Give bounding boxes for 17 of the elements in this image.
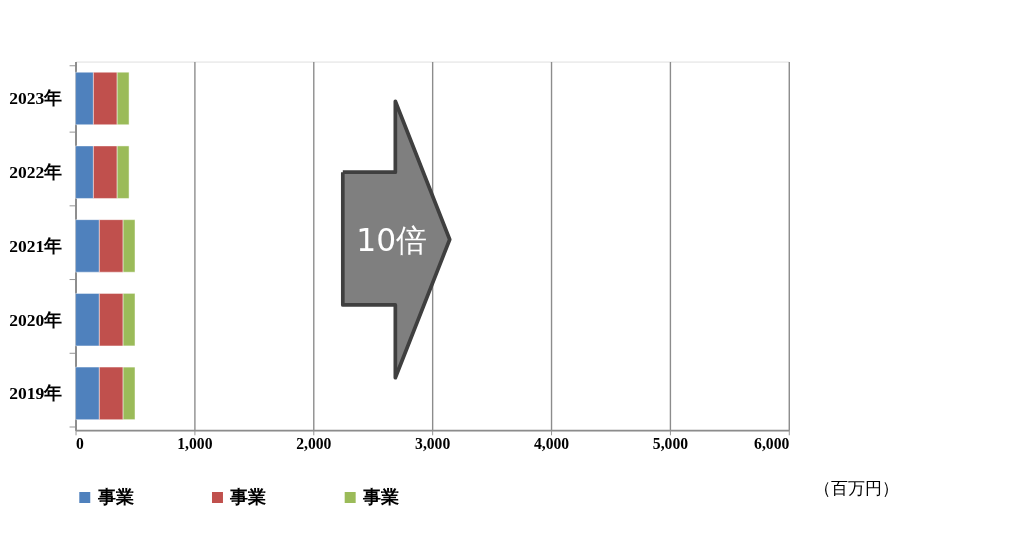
x-tick-label: 5,000: [652, 435, 689, 453]
y-tick-label: 2023年: [9, 88, 63, 109]
y-tick-label: 2020年: [9, 309, 63, 330]
annotation: 10倍: [356, 222, 428, 259]
y-tick-label: 2021年: [9, 235, 63, 256]
text: （百万円）: [814, 478, 900, 498]
x-tick-label: 1,000: [177, 435, 213, 453]
x-tick-label: 0: [76, 435, 85, 453]
legend-label: 事業: [229, 487, 267, 508]
x-tick-label: 6,000: [754, 435, 790, 453]
legend-label: 事業: [96, 487, 134, 508]
y-tick-label: 2019年: [9, 383, 63, 404]
x-tick-label: 4,000: [533, 435, 570, 453]
x-tick-label: 3,000: [415, 435, 451, 453]
x-tick-label: 2,000: [296, 435, 332, 453]
legend-label: 事業: [362, 487, 400, 508]
y-tick-label: 2022年: [9, 162, 63, 183]
